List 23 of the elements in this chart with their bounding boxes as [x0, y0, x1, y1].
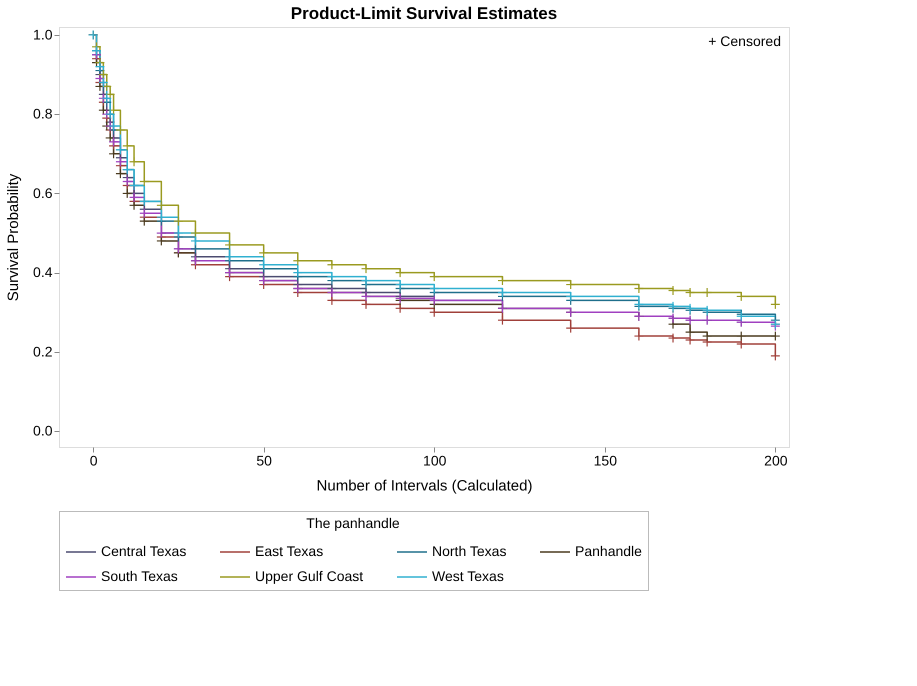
x-tick-label: 200 [764, 452, 788, 468]
x-axis-title: Number of Intervals (Calculated) [316, 478, 532, 494]
x-tick-label: 100 [423, 452, 447, 468]
legend-label: Upper Gulf Coast [255, 568, 364, 584]
y-tick-label: 0.2 [33, 343, 53, 360]
y-tick-label: 1.0 [33, 26, 53, 42]
legend-title: The panhandle [306, 515, 400, 531]
chart-title: Product-Limit Survival Estimates [290, 4, 558, 23]
annotation: + Censored [708, 33, 781, 49]
legend-label: South Texas [101, 568, 178, 584]
y-tick-label: 0.0 [33, 422, 53, 439]
x-tick-label: 150 [594, 452, 618, 468]
legend-label: Central Texas [101, 543, 186, 559]
legend-label: East Texas [255, 543, 324, 559]
x-tick-label: 50 [256, 452, 272, 468]
legend-label: West Texas [432, 568, 504, 584]
y-tick-label: 0.8 [33, 106, 53, 122]
x-tick-label: 0 [90, 452, 98, 468]
legend-label: Panhandle [575, 543, 642, 559]
y-tick-label: 0.4 [33, 264, 53, 280]
y-tick-label: 0.6 [33, 184, 53, 201]
legend-label: North Texas [432, 543, 506, 559]
y-axis-title: Survival Probability [5, 173, 22, 302]
